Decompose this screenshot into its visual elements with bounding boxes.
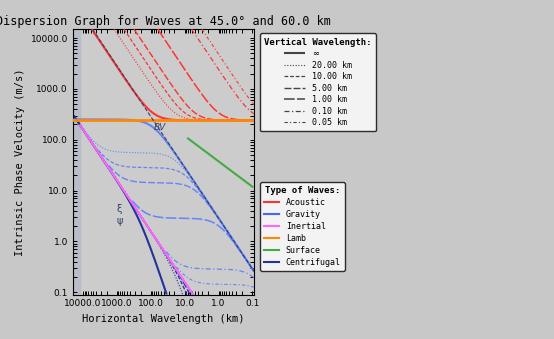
X-axis label: Horizontal Wavelength (km): Horizontal Wavelength (km) [82,314,245,324]
Y-axis label: Intrinsic Phase Velocity (m/s): Intrinsic Phase Velocity (m/s) [15,68,25,256]
Legend: Acoustic, Gravity, Inertial, Lamb, Surface, Centrifugal: Acoustic, Gravity, Inertial, Lamb, Surfa… [260,182,345,271]
Title: Dispersion Graph for Waves at 45.0° and 60.0 km: Dispersion Graph for Waves at 45.0° and … [0,15,331,28]
Text: ψ: ψ [117,216,124,226]
Bar [73,29,80,295]
Text: BV: BV [154,123,166,132]
Text: ξ: ξ [117,204,122,214]
